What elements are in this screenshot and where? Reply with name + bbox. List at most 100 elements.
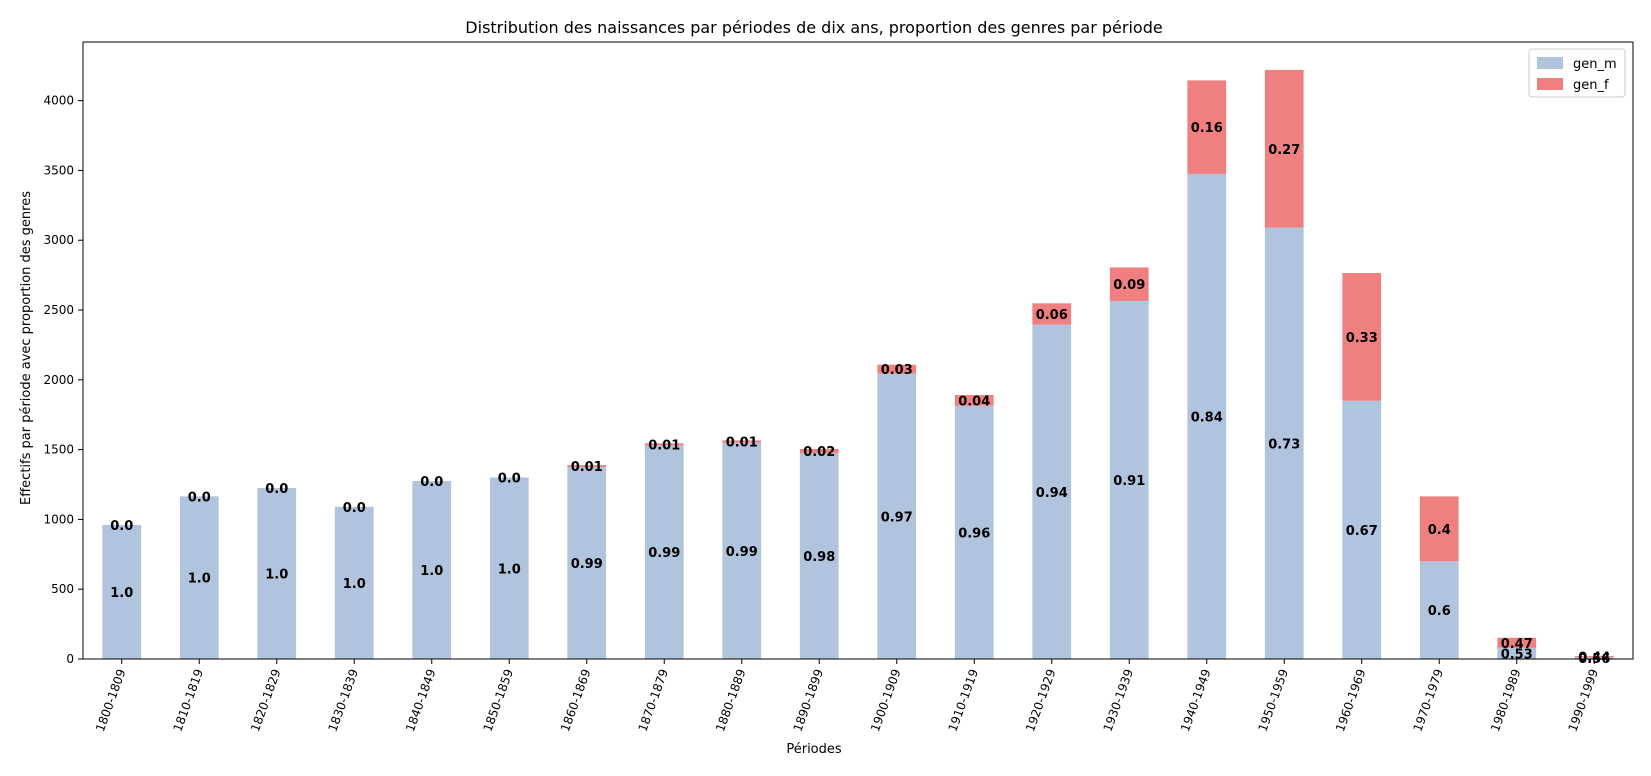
bar-gen_m-1940-1949	[1187, 173, 1227, 659]
bar-gen_f-1910-1919	[954, 395, 994, 406]
data-label-gen_m-1960-1969: 0.67	[1346, 524, 1378, 539]
bar-gen_m-1890-1899	[799, 453, 839, 659]
x-tick-label-1800-1809: 1800-1809	[93, 667, 129, 733]
bar-gen_f-1880-1889	[722, 440, 762, 443]
y-tick-label-2500: 2500	[43, 303, 74, 317]
data-label-gen_f-1980-1989: 0.47	[1501, 637, 1533, 652]
x-tick-label-1890-1899: 1890-1899	[791, 667, 827, 733]
x-tick-label-1930-1939: 1930-1939	[1101, 667, 1137, 733]
data-label-gen_m-1870-1879: 0.99	[648, 546, 680, 561]
data-label-gen_m-1970-1979: 0.6	[1428, 604, 1451, 619]
x-tick-label-1880-1889: 1880-1889	[713, 667, 749, 733]
data-label-gen_f-1860-1869: 0.01	[571, 460, 603, 475]
bar-gen_f-1990-1999	[1574, 656, 1614, 658]
x-tick-label-1910-1919: 1910-1919	[946, 667, 982, 733]
data-label-gen_f-1900-1909: 0.03	[881, 363, 913, 378]
data-label-gen_f-1850-1859: 0.0	[498, 472, 521, 487]
bar-gen_f-1890-1899	[799, 448, 839, 454]
bar-gen_m-1880-1889	[722, 442, 762, 659]
data-label-gen_m-1840-1849: 1.0	[420, 564, 443, 579]
x-axis: 1800-1809 1810-1819 1820-1829 1830-1839 1840…	[93, 659, 1601, 734]
bar-gen_m-1810-1819	[179, 496, 219, 659]
x-tick-label-1820-1829: 1820-1829	[248, 667, 284, 733]
data-label-gen_f-1820-1829: 0.0	[265, 482, 288, 497]
bar-gen_f-1900-1909	[877, 364, 917, 374]
x-tick-label-1950-1959: 1950-1959	[1256, 667, 1292, 733]
bar-labels-layer: 1.0 0.0 1.0 0.0 1.0 0.0 1.0 0.0 1.0 0.0 1.0 0.0 0.99…	[110, 121, 1610, 667]
legend-swatch-gen_m	[1537, 57, 1563, 69]
bars-layer	[102, 69, 1614, 659]
bar-gen_m-1990-1999	[1574, 657, 1614, 659]
x-tick-label-1860-1869: 1860-1869	[558, 667, 594, 733]
data-label-gen_m-1880-1889: 0.99	[726, 545, 758, 560]
data-label-gen_m-1900-1909: 0.97	[881, 510, 913, 525]
bar-gen_f-1920-1929	[1032, 303, 1072, 325]
data-label-gen_f-1800-1809: 0.0	[110, 519, 133, 534]
bar-gen_m-1850-1859	[489, 477, 529, 659]
x-tick-label-1970-1979: 1970-1979	[1411, 667, 1447, 733]
legend-label-gen_m: gen_m	[1573, 57, 1617, 72]
data-label-gen_m-1930-1939: 0.91	[1113, 474, 1145, 489]
x-tick-label-1840-1849: 1840-1849	[403, 667, 439, 733]
x-tick-label-1810-1819: 1810-1819	[171, 667, 207, 733]
bar-gen_f-1970-1979	[1419, 496, 1459, 562]
legend-swatch-gen_f	[1537, 78, 1563, 90]
x-tick-label-1980-1989: 1980-1989	[1488, 667, 1524, 733]
data-label-gen_f-1930-1939: 0.09	[1113, 278, 1145, 293]
x-tick-label-1940-1949: 1940-1949	[1178, 667, 1214, 733]
bar-gen_m-1860-1869	[567, 467, 607, 659]
data-label-gen_f-1990-1999: 0.44	[1578, 651, 1610, 666]
x-axis-label: Périodes	[786, 742, 842, 757]
data-label-gen_m-1850-1859: 1.0	[498, 562, 521, 577]
data-label-gen_m-1950-1959: 0.73	[1268, 437, 1300, 452]
data-label-gen_m-1810-1819: 1.0	[188, 572, 211, 587]
x-tick-label-1830-1839: 1830-1839	[326, 667, 362, 733]
y-tick-label-4000: 4000	[43, 94, 74, 108]
bar-gen_m-1930-1939	[1109, 300, 1149, 659]
bar-gen_m-1920-1929	[1032, 324, 1072, 659]
plot-frame	[82, 41, 1634, 660]
bar-gen_m-1830-1839	[334, 506, 374, 659]
y-tick-label-3000: 3000	[43, 233, 74, 247]
data-label-gen_m-1940-1949: 0.84	[1191, 410, 1223, 425]
data-label-gen_m-1820-1829: 1.0	[265, 567, 288, 582]
x-tick-label-1900-1909: 1900-1909	[868, 667, 904, 733]
data-label-gen_f-1890-1899: 0.02	[803, 445, 835, 460]
y-tick-label-3500: 3500	[43, 163, 74, 177]
data-label-gen_f-1970-1979: 0.4	[1428, 523, 1451, 538]
x-tick-label-1960-1969: 1960-1969	[1333, 667, 1369, 733]
data-label-gen_f-1830-1839: 0.0	[343, 501, 366, 516]
bar-gen_f-1930-1939	[1109, 267, 1149, 301]
legend: gen_m gen_f	[1528, 48, 1626, 98]
chart-title: Distribution des naissances par périodes…	[465, 18, 1162, 37]
bar-gen_f-1960-1969	[1342, 273, 1382, 401]
bar-gen_m-1800-1809	[102, 524, 142, 659]
bar-gen_m-1820-1829	[257, 487, 297, 659]
bar-gen_m-1980-1989	[1497, 647, 1537, 659]
legend-label-gen_f: gen_f	[1573, 78, 1609, 93]
bar-gen_m-1960-1969	[1342, 400, 1382, 659]
bar-gen_f-1980-1989	[1497, 637, 1537, 648]
bar-gen_m-1910-1919	[954, 405, 994, 659]
bar-gen_m-1900-1909	[877, 373, 917, 659]
y-axis-label: Effectifs par période avec proportion de…	[19, 191, 34, 505]
data-label-gen_f-1940-1949: 0.16	[1191, 121, 1223, 136]
bar-gen_m-1840-1849	[412, 481, 452, 659]
data-label-gen_f-1870-1879: 0.01	[648, 438, 680, 453]
data-label-gen_f-1960-1969: 0.33	[1346, 331, 1378, 346]
bar-gen_m-1870-1879	[644, 445, 684, 659]
y-tick-label-2000: 2000	[43, 373, 74, 387]
x-tick-label-1920-1929: 1920-1929	[1023, 667, 1059, 733]
y-tick-label-1000: 1000	[43, 512, 74, 526]
bar-gen_f-1950-1959	[1264, 69, 1304, 228]
data-label-gen_m-1800-1809: 1.0	[110, 586, 133, 601]
x-tick-label-1870-1879: 1870-1879	[636, 667, 672, 733]
y-tick-label-1500: 1500	[43, 443, 74, 457]
bar-gen_f-1870-1879	[644, 443, 684, 446]
data-label-gen_f-1920-1929: 0.06	[1036, 308, 1068, 323]
data-label-gen_f-1840-1849: 0.0	[420, 475, 443, 490]
y-tick-label-500: 500	[51, 582, 74, 596]
bar-gen_f-1860-1869	[567, 465, 607, 468]
bar-gen_f-1940-1949	[1187, 80, 1227, 174]
